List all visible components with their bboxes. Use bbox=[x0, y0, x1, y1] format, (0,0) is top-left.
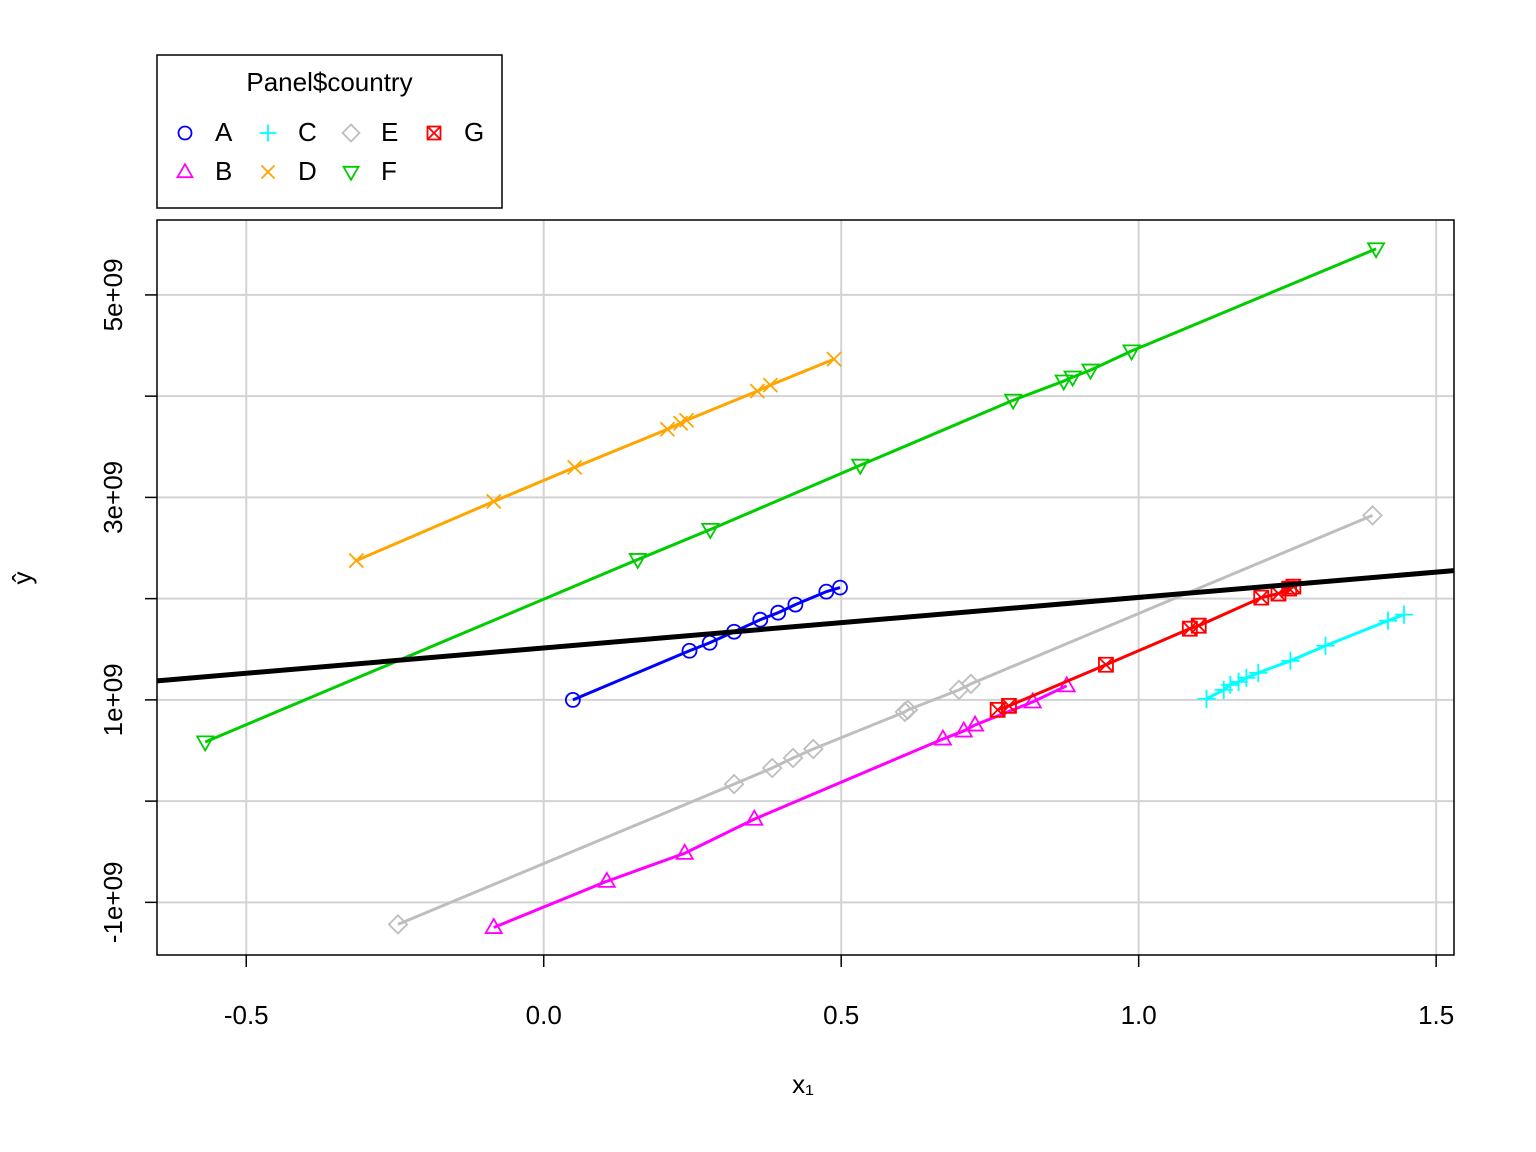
point bbox=[782, 747, 804, 769]
point bbox=[1003, 393, 1023, 411]
point bbox=[387, 914, 409, 935]
legend-title: Panel$country bbox=[246, 67, 412, 97]
point bbox=[1281, 651, 1300, 670]
point bbox=[1362, 505, 1383, 526]
legend-label: B bbox=[215, 156, 232, 186]
point bbox=[681, 642, 698, 659]
legend-symbol bbox=[341, 123, 361, 143]
point bbox=[1121, 344, 1142, 362]
legend-label: D bbox=[298, 156, 317, 186]
point bbox=[826, 351, 842, 367]
point bbox=[1394, 605, 1414, 624]
legend-symbol bbox=[260, 164, 276, 180]
point bbox=[1316, 636, 1335, 655]
x-tick-label: 0.5 bbox=[823, 1000, 859, 1030]
x-tick-label: 1.0 bbox=[1121, 1000, 1157, 1030]
point bbox=[567, 459, 583, 475]
point bbox=[1098, 656, 1114, 673]
y-axis-label: ŷ bbox=[7, 572, 37, 585]
point bbox=[761, 757, 783, 779]
fit-line bbox=[204, 247, 1377, 744]
point bbox=[1023, 691, 1043, 709]
point bbox=[749, 383, 765, 399]
x-tick-label: -0.5 bbox=[224, 1000, 269, 1030]
plot-frame bbox=[156, 219, 1455, 956]
y-tick-label: 1e+09 bbox=[98, 663, 128, 736]
point bbox=[933, 728, 953, 746]
point bbox=[787, 596, 804, 613]
point bbox=[1001, 697, 1017, 714]
x-axis-label: x₁ bbox=[792, 1069, 814, 1099]
legend-symbol bbox=[426, 125, 442, 141]
point bbox=[486, 493, 502, 510]
point bbox=[1063, 370, 1083, 388]
point bbox=[770, 604, 787, 621]
point bbox=[752, 611, 769, 628]
point bbox=[1378, 611, 1398, 630]
legend-label: E bbox=[381, 117, 398, 147]
point bbox=[628, 553, 648, 570]
fit-line bbox=[1205, 613, 1405, 701]
plot-area bbox=[157, 242, 1454, 935]
point bbox=[965, 714, 985, 732]
point bbox=[960, 673, 982, 695]
legend-symbol bbox=[341, 165, 361, 182]
point bbox=[832, 579, 848, 596]
legend-label: A bbox=[215, 117, 233, 147]
point bbox=[564, 691, 581, 708]
point bbox=[723, 773, 745, 795]
y-tick-label: 3e+09 bbox=[98, 461, 128, 534]
point bbox=[1229, 672, 1248, 691]
point bbox=[1190, 617, 1207, 634]
point bbox=[484, 917, 504, 934]
legend-label: C bbox=[298, 117, 317, 147]
point bbox=[802, 738, 824, 760]
y-tick-label: -1e+09 bbox=[98, 862, 128, 944]
point bbox=[897, 699, 919, 721]
legend-symbol bbox=[177, 125, 193, 141]
point bbox=[1221, 675, 1240, 694]
point bbox=[700, 522, 720, 540]
point bbox=[675, 843, 695, 860]
x-tick-label: 0.0 bbox=[526, 1000, 562, 1030]
point bbox=[1080, 363, 1101, 381]
x-tick-label: 1.5 bbox=[1418, 1000, 1454, 1030]
point bbox=[597, 871, 617, 888]
point bbox=[1197, 689, 1216, 708]
point bbox=[850, 458, 870, 476]
legend-symbol bbox=[175, 162, 195, 179]
point bbox=[744, 808, 764, 826]
legend-label: G bbox=[464, 117, 484, 147]
point bbox=[1249, 663, 1268, 682]
point bbox=[1366, 242, 1386, 260]
point bbox=[195, 735, 215, 753]
legend-symbol bbox=[259, 124, 277, 142]
point bbox=[1253, 589, 1270, 606]
point bbox=[762, 377, 779, 393]
point bbox=[678, 412, 695, 428]
point bbox=[1237, 668, 1256, 687]
overall-fit-line bbox=[157, 568, 1454, 684]
point bbox=[659, 421, 676, 437]
legend-box bbox=[156, 54, 503, 209]
point bbox=[348, 552, 364, 569]
point bbox=[1054, 374, 1074, 392]
y-tick-label: 5e+09 bbox=[98, 258, 128, 331]
legend-label: F bbox=[381, 156, 397, 186]
point bbox=[701, 634, 718, 651]
